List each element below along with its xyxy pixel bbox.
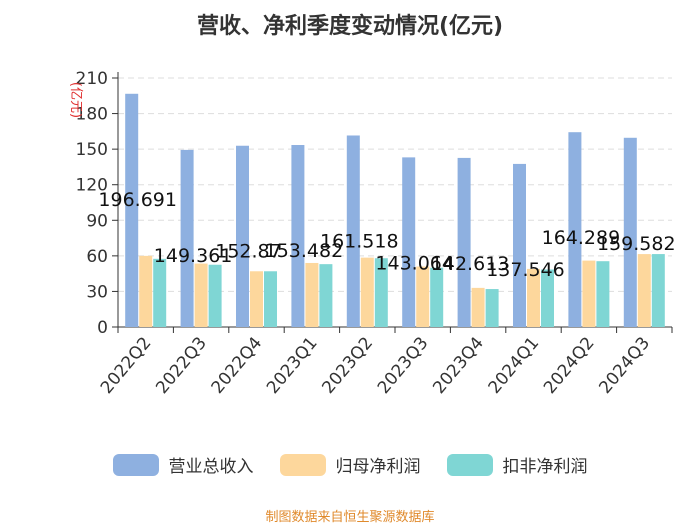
legend-item[interactable]: 扣非净利润 bbox=[446, 452, 588, 477]
bar-value-label: 196.691 bbox=[98, 189, 177, 211]
x-tick-label: 2024Q3 bbox=[595, 333, 654, 398]
x-tick-label: 2023Q2 bbox=[318, 333, 377, 398]
legend-swatch bbox=[279, 453, 326, 476]
bar-value-label: 159.582 bbox=[597, 233, 676, 255]
legend-swatch bbox=[446, 453, 493, 476]
data-labels: 196.691 149.361152.87153.482161.518143.06… bbox=[98, 189, 675, 281]
bar-value-label: 164.289 bbox=[542, 227, 621, 249]
chart-title: 营收、净利季度变动情况(亿元) bbox=[196, 14, 504, 39]
y-tick-label: 60 bbox=[86, 247, 108, 267]
y-axis-title: (亿元) bbox=[68, 82, 83, 118]
bar bbox=[527, 268, 540, 327]
data-source-note: 制图数据来自恒生聚源数据库 bbox=[265, 510, 435, 525]
legend-swatch bbox=[112, 453, 159, 476]
bar bbox=[471, 287, 485, 327]
bar-value-label: 153.482 bbox=[265, 240, 344, 262]
bar bbox=[402, 157, 416, 327]
legend-label: 营业总收入 bbox=[168, 457, 254, 477]
bar bbox=[153, 258, 167, 327]
legend-label: 扣非净利润 bbox=[502, 457, 588, 477]
bar-value-label: 142.613 bbox=[431, 253, 510, 275]
bar bbox=[180, 149, 194, 327]
y-tick-label: 180 bbox=[76, 105, 108, 125]
bar bbox=[264, 271, 277, 327]
y-tick-label: 210 bbox=[76, 69, 108, 89]
bar-value-label: 161.518 bbox=[320, 230, 399, 252]
x-tick-label: 2024Q2 bbox=[540, 333, 599, 398]
bar bbox=[541, 269, 554, 327]
bar bbox=[346, 135, 360, 327]
bar bbox=[305, 262, 319, 327]
legend-item[interactable]: 归母净利润 bbox=[279, 452, 421, 477]
y-tick-label: 150 bbox=[76, 140, 108, 160]
bar bbox=[430, 267, 444, 327]
bar bbox=[568, 132, 582, 327]
y-tick-label: 120 bbox=[76, 176, 108, 196]
bar bbox=[596, 261, 610, 327]
legend: 营业总收入 归母净利润 扣非净利润 bbox=[0, 452, 700, 477]
bar bbox=[250, 271, 263, 327]
x-tick-label: 2022Q2 bbox=[97, 333, 156, 398]
bar bbox=[582, 260, 596, 327]
bar-value-label: 152.87 bbox=[215, 241, 281, 263]
x-tick-label: 2022Q4 bbox=[208, 333, 267, 398]
bar bbox=[623, 137, 637, 327]
bar bbox=[374, 258, 388, 327]
bar bbox=[416, 266, 430, 327]
bar bbox=[319, 264, 333, 327]
bar bbox=[125, 93, 139, 327]
bar-value-label: 149.361 bbox=[154, 245, 233, 267]
bar bbox=[194, 263, 208, 327]
bar bbox=[457, 157, 471, 327]
legend-label: 归母净利润 bbox=[335, 457, 421, 477]
bar-value-label: 143.064 bbox=[375, 252, 454, 274]
x-tick-label: 2023Q4 bbox=[429, 333, 488, 398]
bar bbox=[485, 289, 499, 327]
bar bbox=[208, 264, 222, 327]
bar bbox=[651, 254, 665, 327]
y-tick-label: 0 bbox=[97, 318, 108, 338]
y-tick-label: 90 bbox=[86, 211, 108, 231]
x-tick-label: 2024Q1 bbox=[485, 333, 544, 398]
y-tick-label: 30 bbox=[86, 282, 108, 302]
x-tick-label: 2023Q1 bbox=[263, 333, 322, 398]
bar bbox=[360, 257, 374, 327]
x-tick-label: 2023Q3 bbox=[374, 333, 433, 398]
bar-value-label: 137.546 bbox=[486, 259, 565, 281]
legend-item[interactable]: 营业总收入 bbox=[112, 452, 254, 477]
bar bbox=[291, 145, 305, 327]
x-tick-label: 2022Q3 bbox=[152, 333, 211, 398]
bar bbox=[637, 254, 651, 327]
bar bbox=[139, 255, 153, 327]
bars bbox=[125, 93, 665, 327]
bar bbox=[236, 145, 249, 327]
bar bbox=[513, 163, 526, 327]
